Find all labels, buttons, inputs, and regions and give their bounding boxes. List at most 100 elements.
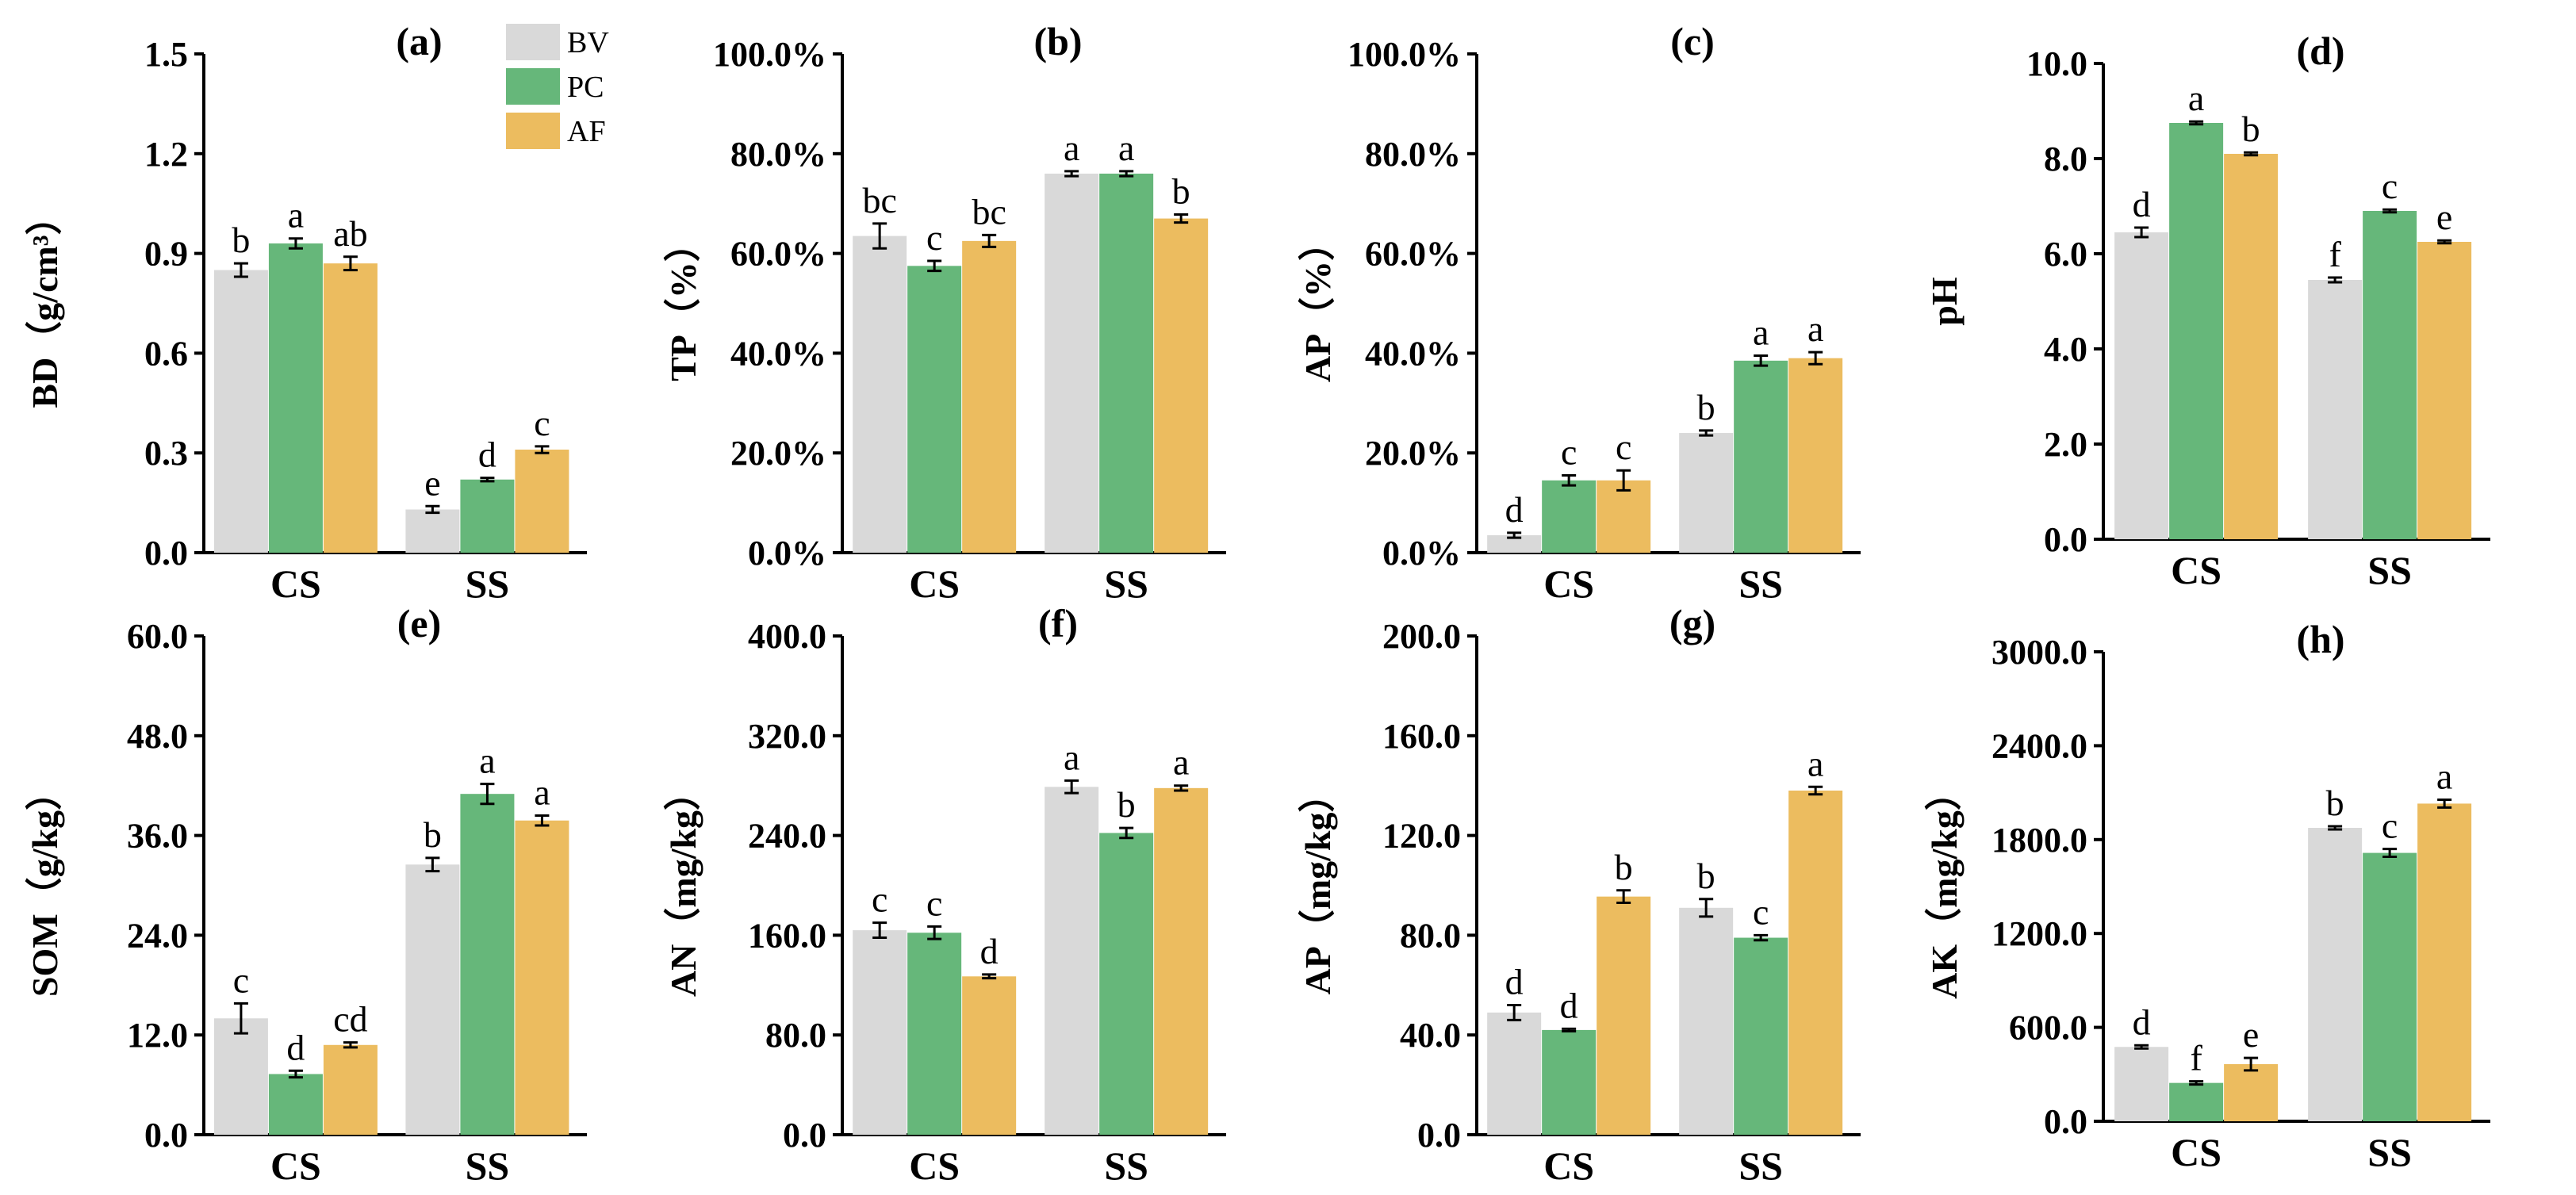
y-tick-label: 400.0 (748, 617, 826, 656)
bar-bv-cs (213, 270, 268, 553)
significance-label: b (2326, 783, 2344, 823)
significance-label: c (1561, 432, 1577, 473)
significance-label: c (2382, 166, 2398, 206)
significance-label: d (1505, 961, 1524, 1002)
significance-label: b (1697, 387, 1715, 427)
panel-7: 0.0 600.0 1200.0 1800.0 2400.0 3000.0 AK（mg/kg… (1924, 617, 2490, 1174)
y-tick-label: 2400.0 (1991, 726, 2087, 765)
bar-bv-ss (405, 864, 460, 1135)
y-tick-label: 8.0 (2044, 140, 2087, 178)
y-tick-label: 80.0% (730, 135, 826, 174)
bar-bv-ss (1679, 907, 1734, 1135)
bar-af-cs (2224, 1063, 2279, 1121)
legend-swatch-bv (506, 24, 560, 60)
x-category-label: CS (909, 561, 960, 606)
x-category-label: CS (1543, 1143, 1594, 1188)
x-category-label: CS (270, 1143, 321, 1188)
panel-2: 0.0%20.0%40.0%60.0%80.0%100.0%AP（%）(c)dc… (1298, 19, 1861, 606)
y-tick-label: 6.0 (2044, 235, 2087, 274)
bar-bv-ss (2308, 280, 2363, 539)
bar-af-cs (2224, 154, 2279, 539)
bar-bv-cs (2114, 1047, 2169, 1121)
x-category-label: CS (1543, 561, 1594, 606)
y-tick-label: 200.0 (1382, 617, 1461, 656)
y-tick-label: 0.3 (144, 434, 188, 473)
significance-label: c (926, 217, 942, 258)
x-category-label: CS (270, 561, 321, 606)
panel-6: 0.0 40.0 80.0 120.0 160.0 200.0 AP（mg/kg） (g) dd… (1298, 601, 1861, 1188)
panel-5: 0.0 80.0 160.0 240.0 320.0 400.0 AN（mg/kg） (f) c… (663, 601, 1226, 1188)
significance-label: a (1064, 128, 1079, 168)
bar-pc-ss (2363, 211, 2417, 539)
y-tick-label: 1800.0 (1991, 821, 2087, 860)
legend-swatch-pc (506, 68, 560, 105)
bar-pc-cs (1542, 480, 1597, 553)
y-tick-label: 80.0 (1400, 916, 1461, 955)
y-tick-label: 2.0 (2044, 425, 2087, 464)
y-tick-label: 160.0 (748, 916, 826, 955)
significance-label: d (286, 1027, 305, 1067)
significance-label: e (424, 462, 440, 503)
y-tick-label: 80.0% (1365, 135, 1461, 174)
significance-label: c (1616, 427, 1631, 467)
panel-label: (g) (1669, 601, 1715, 645)
bar-af-ss (515, 820, 569, 1135)
y-tick-label: 0.0% (1382, 534, 1461, 573)
x-category-label: SS (2367, 1130, 2412, 1174)
significance-label: a (479, 741, 495, 781)
significance-label: bc (972, 191, 1006, 232)
y-tick-label: 40.0% (1365, 334, 1461, 373)
bar-pc-cs (268, 1074, 323, 1135)
bar-bv-cs (1487, 534, 1542, 553)
y-tick-label: 36.0 (127, 817, 188, 856)
y-tick-label: 3000.0 (1991, 633, 2087, 672)
y-tick-label: 1.5 (144, 35, 188, 74)
x-category-label: SS (466, 561, 510, 606)
bar-bv-cs (1487, 1012, 1542, 1135)
significance-label: b (1697, 856, 1715, 896)
panel-label: (d) (2296, 29, 2344, 73)
legend: BV PC AF (506, 24, 609, 149)
bar-pc-ss (1734, 937, 1788, 1135)
panel-4: 0.012.024.036.048.060.0SOM（g/kg）(e)cdcdC… (25, 601, 587, 1188)
y-tick-label: 160.0 (1382, 717, 1461, 756)
bar-af-ss (1154, 218, 1209, 553)
legend-swatch-af (506, 113, 560, 149)
y-tick-label: 0.0 (144, 534, 188, 573)
bar-pc-cs (2169, 123, 2224, 539)
panel-0: 0.0 0.3 0.6 0.9 1.2 1.5 BD（g/cm³） (a) ba ab CS edc S… (25, 19, 587, 606)
significance-label: cd (333, 999, 367, 1040)
significance-label: a (1118, 128, 1134, 168)
significance-label: d (980, 931, 999, 971)
y-tick-label: 24.0 (127, 916, 188, 955)
y-tick-label: 1.2 (144, 135, 188, 174)
x-category-label: SS (1104, 561, 1148, 606)
significance-label: d (1505, 489, 1524, 530)
bar-bv-ss (405, 509, 460, 553)
significance-label: e (2243, 1014, 2259, 1055)
bar-af-ss (1788, 358, 1843, 553)
y-tick-label: 100.0% (1347, 35, 1461, 74)
significance-label: bc (862, 180, 896, 220)
legend-label-pc: PC (567, 71, 604, 104)
bar-af-cs (323, 1044, 378, 1135)
y-axis-label: BD（g/cm³） (25, 198, 65, 408)
bar-bv-ss (1045, 787, 1099, 1135)
significance-label: ab (333, 213, 367, 254)
significance-label: a (534, 772, 550, 812)
y-tick-label: 40.0% (730, 334, 826, 373)
panel-3: 0.0 2.0 4.0 6.0 8.0 10.0 pH (d) d ab CS f ce SS (1924, 29, 2490, 592)
y-tick-label: 4.0 (2044, 330, 2087, 369)
significance-label: a (1807, 308, 1823, 349)
y-tick-label: 0.6 (144, 334, 188, 373)
x-category-label: SS (1738, 1143, 1783, 1188)
panel-label: (b) (1033, 19, 1082, 63)
bar-pc-ss (1734, 360, 1788, 553)
significance-label: c (1753, 891, 1769, 932)
bar-pc-cs (268, 243, 323, 553)
y-tick-label: 80.0 (765, 1016, 826, 1055)
bar-af-cs (962, 240, 1017, 553)
significance-label: b (1615, 847, 1633, 887)
y-tick-label: 0.0 (2044, 1102, 2087, 1141)
y-tick-label: 0.0 (144, 1116, 188, 1155)
